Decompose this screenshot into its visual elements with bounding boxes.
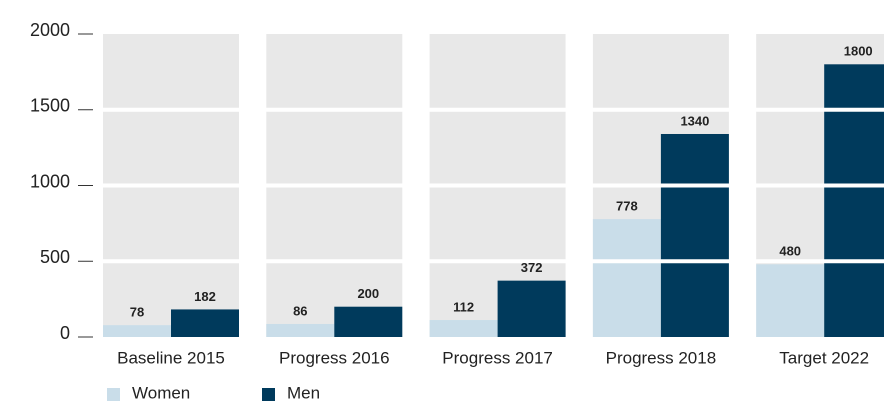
value-label: 1800	[844, 44, 873, 59]
value-label: 182	[194, 289, 216, 304]
legend-swatch	[262, 388, 275, 401]
legend-label: Women	[132, 383, 190, 401]
value-label: 480	[779, 244, 801, 259]
value-label: 200	[357, 286, 379, 301]
bar	[103, 325, 171, 337]
y-tick-label: 2000	[30, 20, 70, 40]
bar	[824, 64, 884, 338]
bar	[756, 264, 825, 337]
legend-label: Men	[287, 383, 320, 401]
bar	[592, 219, 661, 337]
y-tick-label: 0	[60, 323, 70, 343]
bar	[171, 309, 239, 337]
value-label: 86	[293, 303, 307, 318]
x-tick-label: Baseline 2015	[117, 348, 225, 367]
legend-swatch	[107, 388, 120, 401]
value-label: 78	[130, 305, 144, 320]
bar	[429, 320, 498, 337]
bar	[660, 133, 729, 337]
x-tick-label: Progress 2017	[442, 348, 553, 367]
y-tick-label: 1500	[30, 96, 70, 116]
bar	[334, 306, 403, 337]
value-label: 1340	[680, 113, 709, 128]
bar	[266, 323, 335, 337]
value-label: 778	[616, 199, 638, 214]
x-tick-label: Progress 2018	[606, 348, 717, 367]
x-tick-label: Progress 2016	[279, 348, 390, 367]
y-tick-label: 500	[40, 247, 70, 267]
value-label: 112	[453, 299, 474, 314]
x-tick-label: Target 2022	[779, 348, 869, 367]
value-label: 372	[521, 260, 543, 275]
bar	[497, 280, 566, 337]
y-tick-label: 1000	[30, 171, 70, 191]
